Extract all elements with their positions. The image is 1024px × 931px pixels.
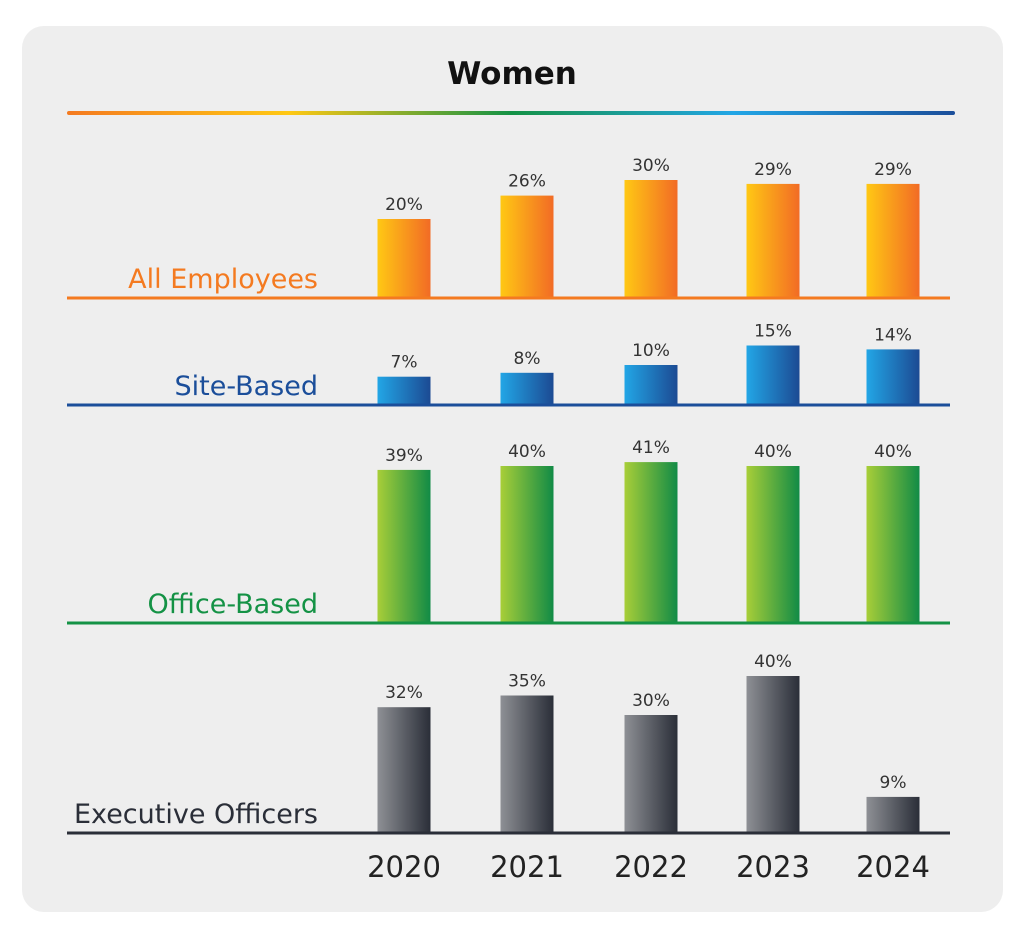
chart-title: Women: [447, 56, 577, 92]
value-label-all-employees-2022: 30%: [632, 156, 670, 176]
bar-all-employees-2022: [624, 180, 678, 297]
x-tick-label-2024: 2024: [856, 850, 930, 884]
value-label-office-based-2023: 40%: [754, 442, 792, 462]
row-label-executive-officers: Executive Officers: [74, 799, 318, 830]
value-label-all-employees-2020: 20%: [385, 195, 423, 215]
bar-site-based-2020: [377, 376, 431, 404]
bar-executive-officers-2020: [377, 707, 431, 832]
bar-office-based-2023: [746, 466, 800, 622]
value-label-executive-officers-2021: 35%: [508, 672, 546, 692]
value-label-office-based-2021: 40%: [508, 442, 546, 462]
value-label-executive-officers-2020: 32%: [385, 683, 423, 703]
x-tick-label-2021: 2021: [490, 850, 564, 884]
value-label-site-based-2020: 7%: [391, 353, 418, 373]
value-label-all-employees-2024: 29%: [874, 160, 912, 180]
row-label-office-based: Office-Based: [148, 589, 318, 620]
value-label-all-employees-2023: 29%: [754, 160, 792, 180]
bar-site-based-2024: [866, 349, 920, 404]
x-tick-label-2020: 2020: [367, 850, 441, 884]
bar-executive-officers-2024: [866, 796, 920, 832]
bar-office-based-2022: [624, 462, 678, 622]
x-tick-label-2022: 2022: [614, 850, 688, 884]
value-label-site-based-2024: 14%: [874, 325, 912, 345]
bar-all-employees-2024: [866, 183, 920, 297]
bar-office-based-2021: [500, 466, 554, 622]
value-label-all-employees-2021: 26%: [508, 172, 546, 192]
row-label-site-based: Site-Based: [174, 371, 318, 402]
bar-executive-officers-2023: [746, 676, 800, 832]
bar-all-employees-2021: [500, 195, 554, 297]
x-tick-label-2023: 2023: [736, 850, 810, 884]
bar-all-employees-2020: [377, 219, 431, 297]
value-label-office-based-2024: 40%: [874, 442, 912, 462]
title-rule: [67, 111, 955, 115]
value-label-site-based-2022: 10%: [632, 341, 670, 361]
row-label-all-employees: All Employees: [128, 264, 318, 295]
value-label-executive-officers-2023: 40%: [754, 652, 792, 672]
value-label-executive-officers-2022: 30%: [632, 691, 670, 711]
bar-site-based-2022: [624, 365, 678, 404]
bar-site-based-2023: [746, 345, 800, 404]
bar-executive-officers-2022: [624, 715, 678, 832]
bar-executive-officers-2021: [500, 695, 554, 832]
bar-all-employees-2023: [746, 183, 800, 297]
bar-site-based-2021: [500, 372, 554, 404]
value-label-site-based-2023: 15%: [754, 322, 792, 342]
value-label-site-based-2021: 8%: [514, 349, 541, 369]
bar-office-based-2020: [377, 469, 431, 622]
value-label-office-based-2022: 41%: [632, 438, 670, 458]
value-label-executive-officers-2024: 9%: [880, 773, 907, 793]
value-label-office-based-2020: 39%: [385, 446, 423, 466]
bar-office-based-2024: [866, 466, 920, 622]
